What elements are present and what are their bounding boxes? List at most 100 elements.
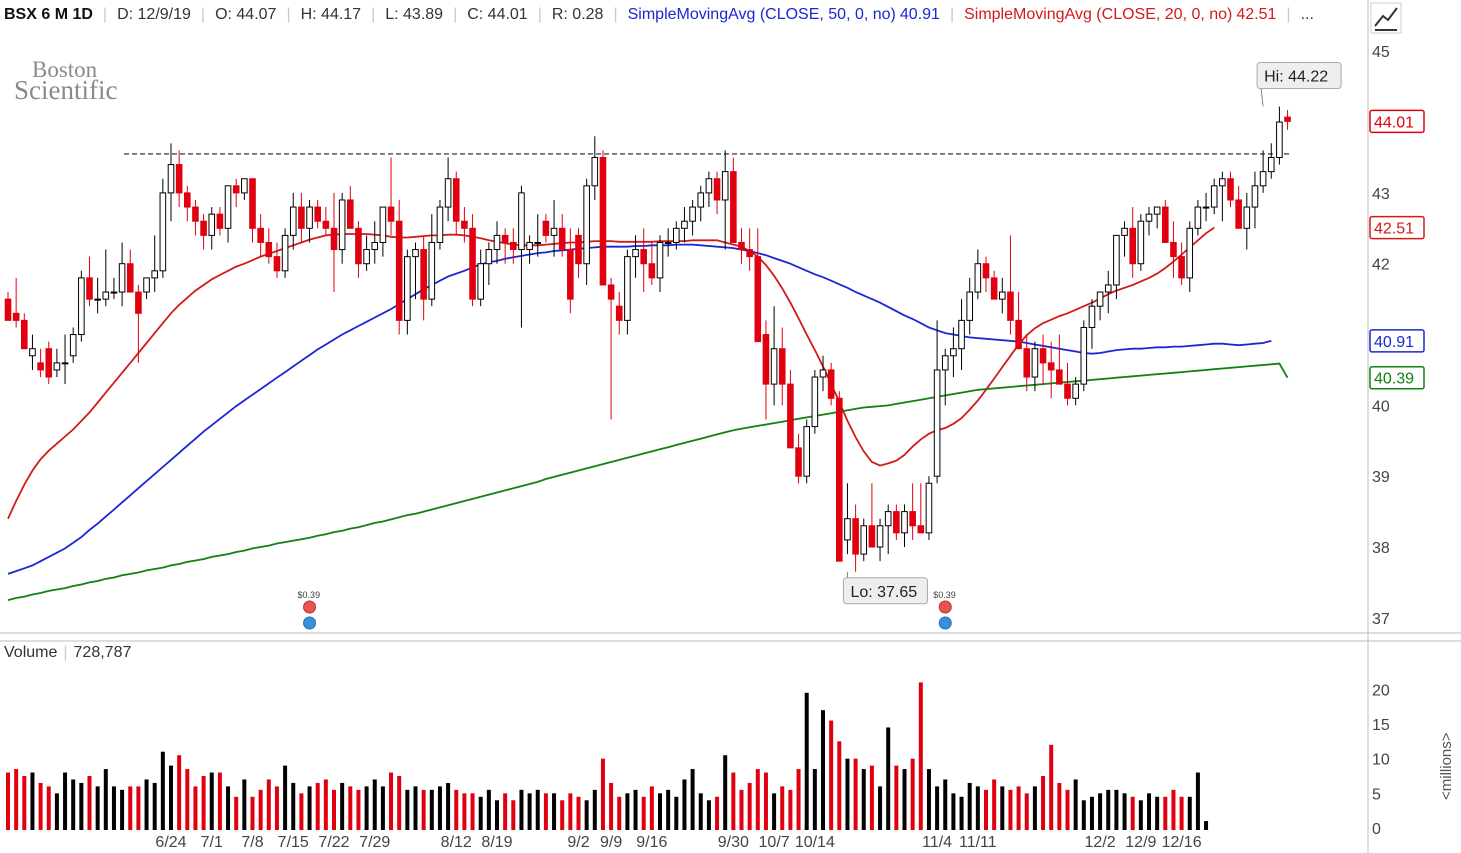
symbol-label[interactable]: BSX 6 M 1D (4, 6, 93, 23)
more-studies-button[interactable]: ... (1300, 6, 1314, 23)
volume-bar (560, 800, 565, 830)
volume-bar (845, 758, 850, 830)
volume-bar (193, 786, 198, 830)
volume-bar (658, 793, 662, 830)
candle-body (281, 234, 289, 272)
date-tick-label: 11/11 (959, 834, 997, 851)
volume-bar (552, 793, 557, 830)
volume-bar (1049, 744, 1054, 830)
candle-body (1284, 116, 1291, 122)
volume-bar (226, 786, 231, 830)
candle-body (999, 291, 1006, 300)
candle-body (770, 348, 778, 385)
candle-body (224, 185, 232, 229)
volume-bar (511, 800, 516, 830)
candle-body (607, 284, 615, 300)
annotation-box (842, 577, 928, 605)
volume-tick-label: 5 (1372, 786, 1381, 803)
drawing-tools-icon[interactable] (1370, 2, 1402, 34)
candle-body (925, 482, 933, 534)
dividend-icon (938, 600, 952, 614)
candle-body (379, 206, 387, 243)
date-readout: D: 12/9/19 (117, 6, 191, 23)
candle-body (836, 397, 843, 562)
candle-body (705, 178, 713, 194)
candle-body (363, 249, 370, 265)
candle-body (615, 305, 623, 321)
volume-bar (421, 789, 426, 830)
sma50-label: SimpleMovingAvg (CLOSE, 50, 0, no) (627, 6, 896, 23)
date-tick-label: 6/24 (155, 834, 186, 851)
candle-body (966, 291, 974, 321)
candle-body (681, 220, 688, 229)
candle-body (1276, 121, 1283, 158)
price-tick-label: 43 (1372, 186, 1390, 203)
candle-body (803, 426, 811, 477)
candle-body (461, 220, 468, 229)
volume-bar (266, 779, 271, 830)
date-tick-label: 11/4 (922, 834, 952, 851)
volume-bar (1155, 796, 1160, 830)
volume-bar (503, 793, 508, 830)
candle-body (273, 256, 281, 272)
candle-body (289, 206, 297, 236)
dividend-label: $0.39 (933, 590, 956, 600)
candle-body (697, 192, 705, 208)
price-tick-label: 39 (1372, 469, 1390, 486)
volume-bar (1024, 793, 1029, 830)
volume-bar (79, 782, 84, 830)
candle-body (778, 348, 786, 385)
volume-bar (723, 755, 728, 830)
volume-bar (926, 769, 931, 830)
candle-body (901, 511, 908, 534)
volume-bar (87, 776, 92, 830)
sma50-study[interactable]: SimpleMovingAvg (CLOSE, 50, 0, no) 40.91 (628, 6, 940, 24)
divider: | (949, 6, 955, 23)
candle-body (387, 206, 395, 222)
volume-bar (772, 793, 777, 830)
candle-body (330, 227, 338, 251)
candle-body (29, 348, 36, 357)
volume-unit-label: <millions> (1438, 732, 1455, 800)
candle-body (94, 298, 101, 301)
divider: | (63, 644, 68, 661)
volume-bar (389, 772, 394, 830)
candle-body (1210, 185, 1218, 208)
volume-bar (234, 796, 239, 830)
volume-bar (54, 793, 59, 830)
volume-bar (1114, 789, 1119, 830)
volume-bar (674, 796, 679, 830)
candle-body (941, 355, 949, 371)
volume-bar (837, 741, 842, 830)
candle-body (909, 511, 916, 527)
logo-line2: Scientific (14, 75, 118, 105)
candle-body (542, 220, 550, 236)
open-readout: O: 44.07 (215, 6, 277, 23)
volume-bar (739, 789, 744, 830)
volume-bar (340, 782, 345, 830)
volume-bar (984, 789, 988, 830)
volume-bar (755, 769, 760, 830)
volume-bar (649, 786, 654, 830)
candle-body (151, 270, 158, 279)
dividend-label: $0.39 (298, 590, 321, 600)
date-tick-label: 7/8 (241, 834, 263, 851)
price-flag (1369, 365, 1425, 390)
volume-bar (258, 789, 263, 830)
candle-body (1121, 227, 1128, 236)
candle-body (893, 511, 900, 534)
volume-bar (698, 793, 703, 830)
volume-bar (861, 769, 866, 830)
volume-bar (1187, 796, 1192, 830)
candle-body (632, 249, 639, 258)
volume-header: Volume | 728,787 (4, 644, 131, 662)
sma-line-2 (7, 362, 1289, 601)
candle-body (1104, 284, 1112, 293)
volume-bar (568, 793, 573, 830)
volume-bar (1016, 786, 1021, 830)
sma20-study[interactable]: SimpleMovingAvg (CLOSE, 20, 0, no) 42.51 (964, 6, 1276, 24)
volume-bar (1130, 796, 1135, 830)
earnings-icon (303, 616, 317, 630)
volume-bar (959, 796, 964, 830)
